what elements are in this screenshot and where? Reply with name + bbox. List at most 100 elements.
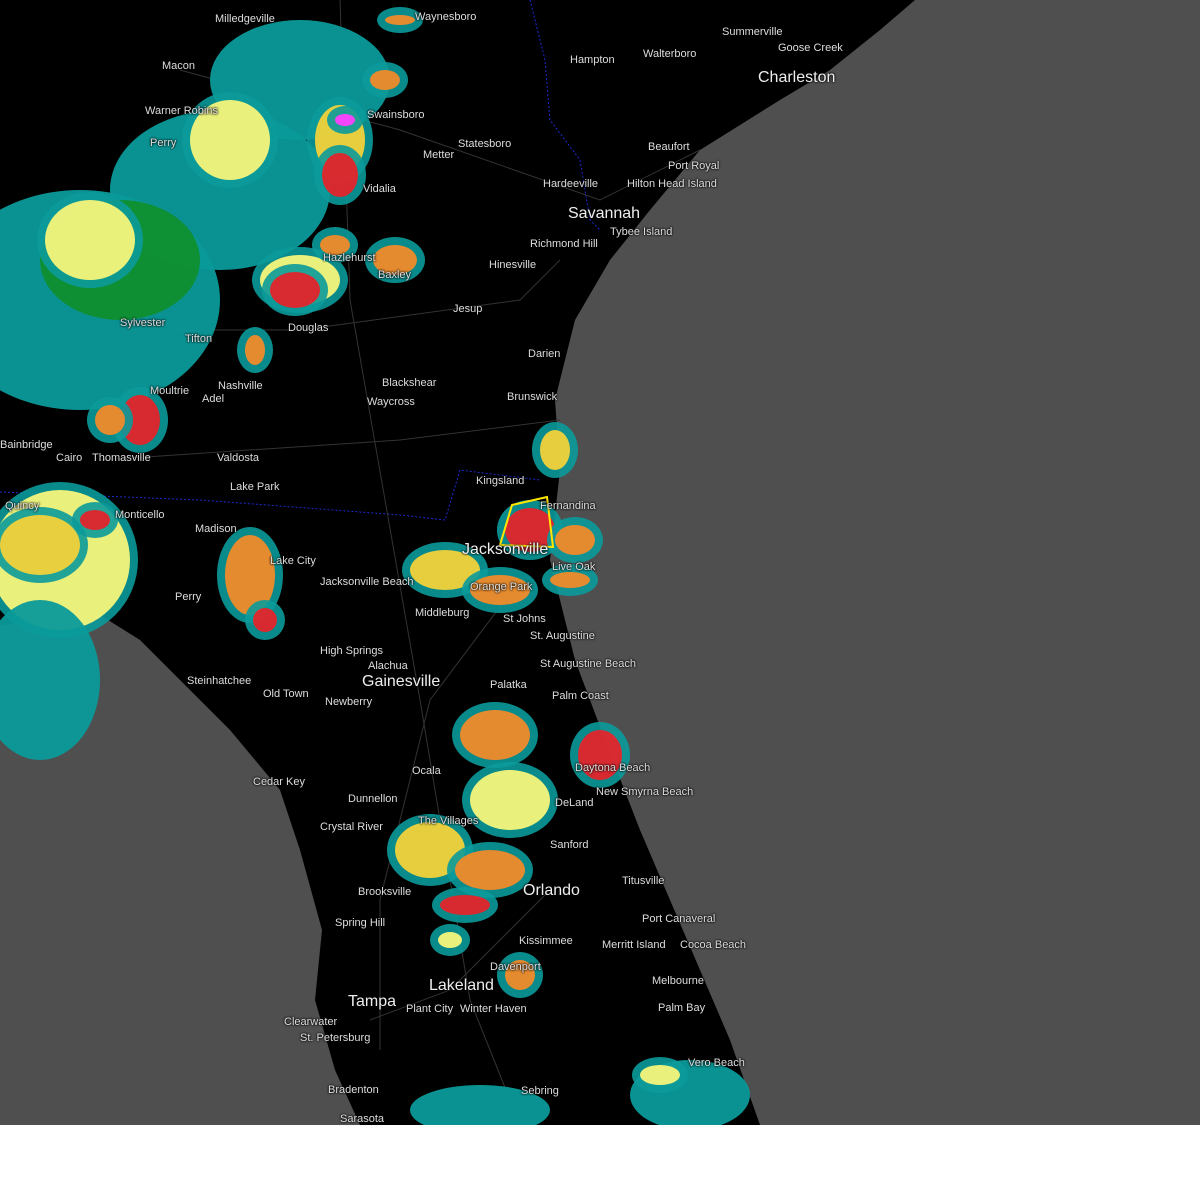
city-label: Bainbridge [0, 439, 53, 451]
city-label: Thomasville [92, 452, 151, 464]
city-label: Quincy [5, 500, 40, 512]
city-label: Swainsboro [367, 109, 425, 121]
city-label: New Smyrna Beach [596, 786, 694, 798]
city-label: Kingsland [476, 475, 525, 487]
city-label: Waynesboro [415, 11, 477, 23]
city-label: Tampa [348, 993, 397, 1010]
city-label: Plant City [406, 1003, 454, 1015]
radar-echo [0, 600, 100, 760]
storm-warning-polygon [498, 495, 555, 549]
city-label: Lakeland [429, 977, 494, 994]
radar-echo [550, 572, 590, 588]
city-label: Kissimmee [519, 935, 573, 947]
footer-blank [0, 1125, 1200, 1200]
city-label: St. Petersburg [300, 1032, 371, 1044]
radar-map[interactable]: Milledgeville Waynesboro Macon Summerville G… [0, 0, 1200, 1125]
city-label: Beaufort [648, 141, 690, 153]
city-label: Hampton [570, 54, 615, 66]
city-label: Crystal River [320, 821, 383, 833]
radar-echo [505, 960, 535, 990]
city-label: Perry [175, 591, 202, 603]
city-label: Melbourne [652, 975, 704, 987]
city-label: Titusville [622, 875, 665, 887]
city-label: St Augustine Beach [540, 658, 637, 670]
radar-echo [95, 405, 125, 435]
city-label: Sebring [521, 1085, 559, 1097]
city-label: Hardeeville [543, 178, 599, 190]
radar-echo [555, 525, 595, 555]
city-label: Davenport [490, 961, 541, 973]
city-label: Statesboro [458, 138, 512, 150]
road [99, 419, 561, 461]
city-label: Palm Coast [552, 690, 609, 702]
city-label: Baxley [378, 269, 412, 281]
radar-echo [373, 245, 417, 275]
radar-echo [540, 430, 570, 470]
city-label: Lake City [270, 555, 316, 567]
city-label: Vero Beach [688, 1057, 745, 1069]
city-label: The Villages [418, 815, 479, 827]
city-label: St. Augustine [530, 630, 595, 642]
city-label: Cairo [56, 452, 83, 464]
city-label: Port Canaveral [642, 913, 716, 925]
city-label: Savannah [568, 205, 641, 222]
radar-echo [245, 335, 265, 365]
radar-echo [455, 850, 525, 890]
city-label: Daytona Beach [575, 762, 651, 774]
city-label: Port Royal [668, 160, 720, 172]
city-label: Charleston [758, 69, 836, 86]
city-label: Winter Haven [460, 1003, 527, 1015]
radar-echo [45, 200, 135, 280]
city-label: Blackshear [382, 377, 437, 389]
city-label: Milledgeville [215, 13, 275, 25]
city-label: Douglas [288, 322, 329, 334]
city-label: St Johns [503, 613, 546, 625]
radar-echo [120, 395, 160, 445]
city-label: Brunswick [507, 391, 558, 403]
radar-echo [640, 1065, 680, 1085]
radar-echo [335, 114, 355, 126]
city-label: Steinhatchee [187, 675, 252, 687]
radar-echo [320, 235, 350, 255]
city-label: Tifton [185, 333, 213, 345]
city-label: DeLand [555, 797, 594, 809]
city-label: Summerville [722, 26, 783, 38]
city-label: Hilton Head Island [627, 178, 717, 190]
city-label: Dunnellon [348, 793, 398, 805]
city-label: Metter [423, 149, 455, 161]
radar-echo [370, 70, 400, 90]
city-label: Jacksonville [462, 541, 549, 558]
city-label: Jacksonville Beach [320, 576, 414, 588]
city-label: Goose Creek [778, 42, 843, 54]
radar-echo [470, 770, 550, 830]
radar-echo [395, 822, 465, 878]
radar-echo [470, 575, 530, 605]
radar-echo [505, 508, 555, 552]
radar-echo [385, 15, 415, 25]
city-label: Tybee Island [610, 226, 673, 238]
city-label: Merritt Island [602, 939, 666, 951]
city-label: Nashville [218, 380, 263, 392]
city-label: Monticello [115, 509, 165, 521]
city-label: High Springs [320, 645, 383, 657]
city-label: Bradenton [328, 1084, 379, 1096]
city-label: Fernandina [540, 500, 596, 512]
city-label: Macon [162, 60, 196, 72]
city-label: Lake Park [230, 481, 280, 493]
city-label: Cocoa Beach [680, 939, 747, 951]
city-label: Cedar Key [253, 776, 305, 788]
radar-echo [460, 710, 530, 760]
road [369, 889, 551, 1021]
city-label: Hinesville [489, 259, 537, 271]
city-label: Clearwater [284, 1016, 338, 1028]
city-label: Old Town [263, 688, 309, 700]
radar-echo [190, 100, 270, 180]
radar-echo [322, 153, 358, 197]
city-label: Sylvester [120, 317, 166, 329]
city-label: Vidalia [363, 183, 396, 195]
map-canvas [0, 0, 915, 1125]
city-label: Walterboro [643, 48, 697, 60]
city-label: Orlando [523, 882, 580, 899]
city-label: Moultrie [150, 385, 190, 397]
radar-echo [270, 272, 320, 308]
